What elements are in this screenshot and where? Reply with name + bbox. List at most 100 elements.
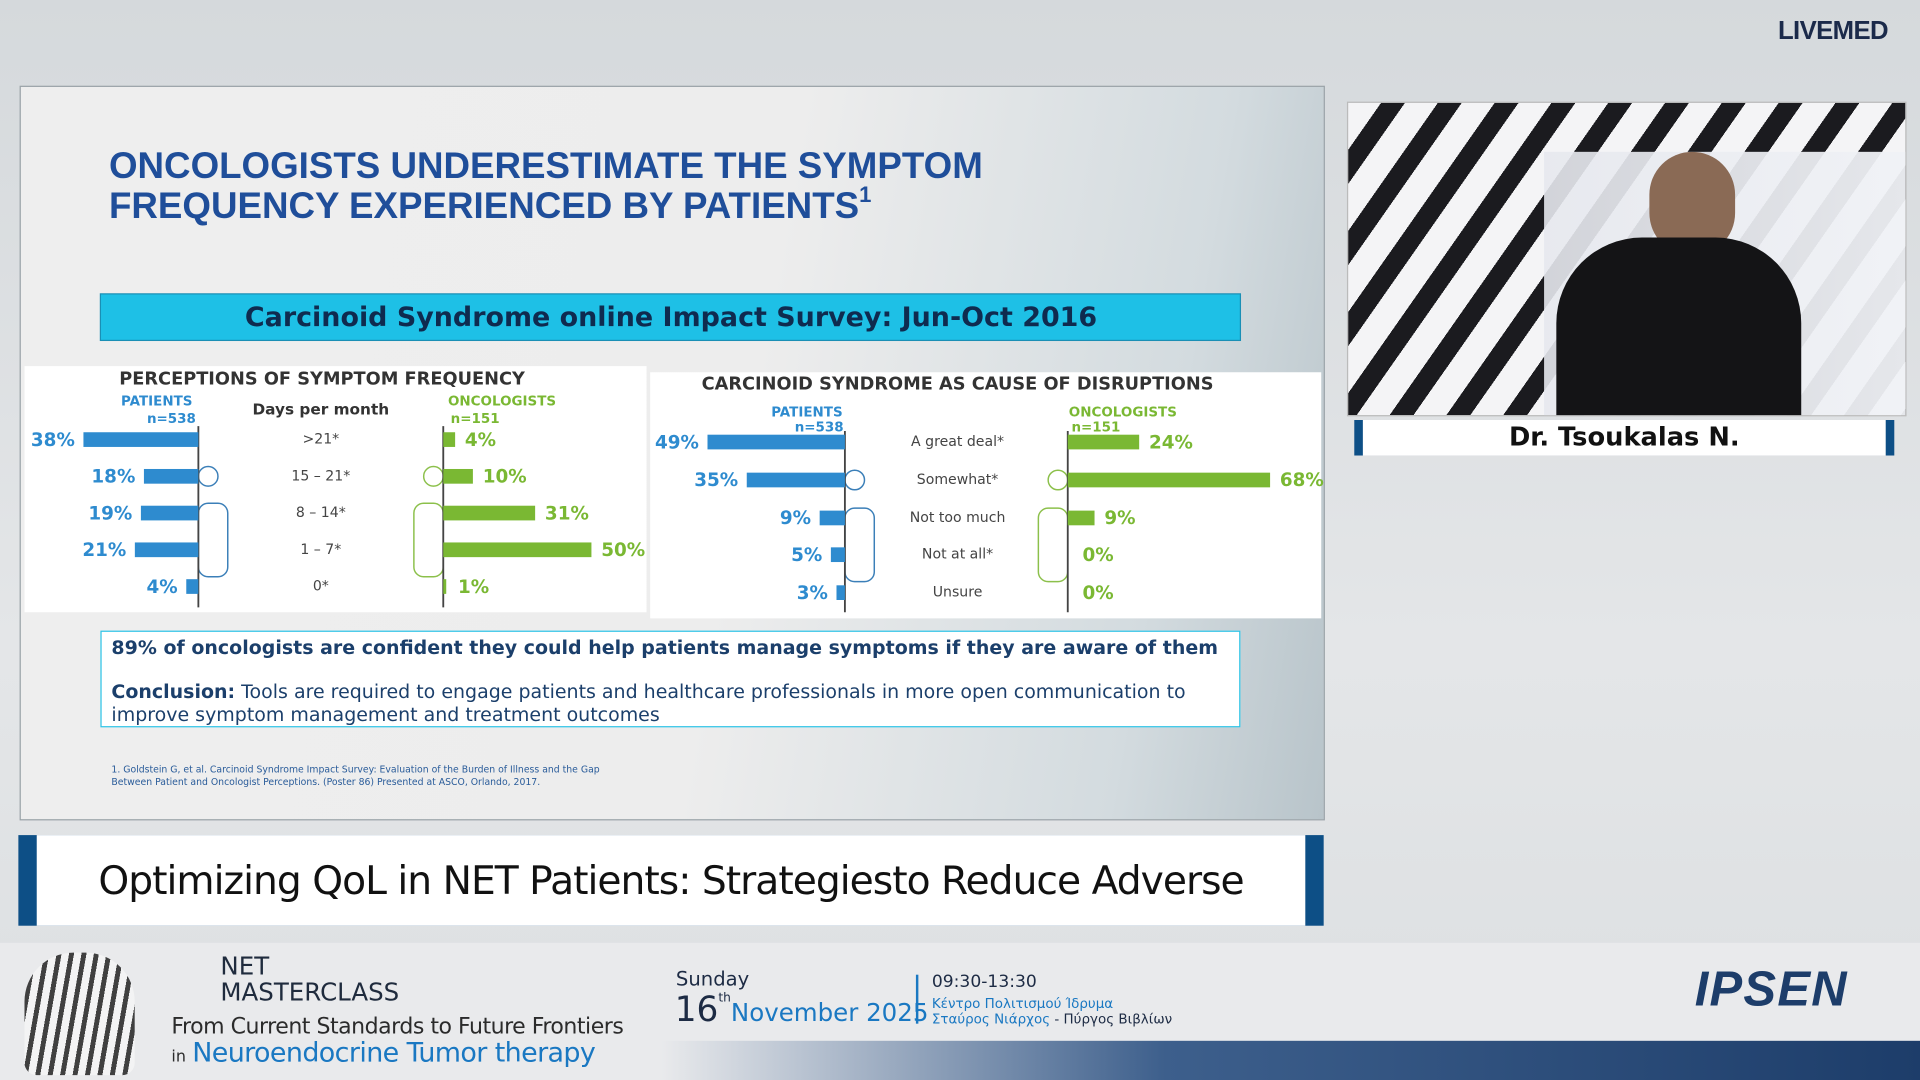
note-highlight: 89% of oncologists are confident they co… <box>111 636 1219 659</box>
bar <box>83 432 199 447</box>
event-subtitle: From Current Standards to Future Frontie… <box>171 1013 624 1040</box>
venue-part: - Πύργος Βιβλίων <box>1050 1011 1173 1028</box>
bar <box>443 579 447 594</box>
group-n: n=538 <box>795 420 844 435</box>
bar <box>819 510 845 526</box>
chart-panel <box>650 372 1322 619</box>
bar <box>443 542 592 558</box>
value-label: 4% <box>465 430 496 451</box>
slide-title: FREQUENCY EXPERIENCED BY PATIENTS1 <box>109 182 871 226</box>
brand-logo: LIVEMED <box>1777 17 1889 46</box>
sponsor-logo: IPSEN <box>1694 962 1848 1017</box>
bar <box>707 434 845 450</box>
value-label: 35% <box>694 470 738 491</box>
group-n: n=151 <box>1071 420 1120 435</box>
chart-title: PERCEPTIONS OF SYMPTOM FREQUENCY <box>119 370 526 390</box>
category-label: 1 – 7* <box>300 542 341 558</box>
category-label: 15 – 21* <box>291 468 350 484</box>
session-bar: Optimizing QoL in NET Patients: Strategi… <box>18 835 1324 994</box>
event-name-line: NET <box>220 951 270 981</box>
bar <box>830 547 845 563</box>
bar <box>746 472 845 488</box>
group-label: PATIENTS <box>771 406 843 421</box>
zebra-graphic <box>24 952 135 1076</box>
footnote-mark: 1 <box>859 182 871 207</box>
value-label: 0% <box>1082 545 1113 566</box>
event-subtitle-2: in Neuroendocrine Tumor therapy <box>171 1038 595 1069</box>
bar <box>443 432 456 447</box>
venue-line: Κέντρο Πολιτισμού Ίδρυμα <box>931 995 1114 1012</box>
conclusion-text: Tools are required to engage patients an… <box>111 680 1186 727</box>
value-label: 49% <box>655 432 699 453</box>
footer: NET MASTERCLASS From Current Standards to… <box>0 942 1920 1080</box>
session-title: Optimizing QoL in NET Patients: Strategi… <box>36 835 1306 994</box>
chart-title: CARCINOID SYNDROME AS CAUSE OF DISRUPTIO… <box>702 374 1214 394</box>
value-label: 18% <box>91 467 135 488</box>
value-label: 50% <box>601 540 645 561</box>
speaker-body <box>1556 237 1802 416</box>
chart-panel <box>24 366 647 613</box>
bar <box>140 505 199 521</box>
conclusion: Conclusion: Tools are required to engage… <box>111 681 1229 728</box>
event-name-line: MASTERCLASS <box>220 977 400 1007</box>
value-label: 68% <box>1280 470 1324 491</box>
category-label: 0* <box>313 579 329 595</box>
value-label: 19% <box>88 503 132 524</box>
event-date: 16thNovember 2025 <box>675 989 929 1029</box>
value-label: 5% <box>791 545 822 566</box>
banner-text: Carcinoid Syndrome online Impact Survey:… <box>245 302 1097 333</box>
event-time: 09:30-13:30 <box>931 972 1037 992</box>
bar <box>186 579 199 594</box>
group-label: PATIENTS <box>121 395 193 410</box>
category-label: A great deal* <box>911 434 1004 450</box>
bar <box>836 585 845 601</box>
bar <box>143 468 199 484</box>
value-label: 38% <box>31 430 75 451</box>
slide-title-text: ONCOLOGISTS UNDERESTIMATE THE SYMPTOM <box>109 144 983 185</box>
reference: 1. Goldstein G, et al. Carcinoid Syndrom… <box>111 764 600 787</box>
value-label: 1% <box>458 577 489 598</box>
category-label: Unsure <box>933 585 983 601</box>
category-label: Not too much <box>910 510 1006 526</box>
speaker-name: Dr. Tsoukalas N. <box>1362 420 1886 456</box>
value-label: 9% <box>780 508 811 529</box>
category-label: 8 – 14* <box>296 505 346 521</box>
bar <box>1067 434 1140 450</box>
slide-title-text: FREQUENCY EXPERIENCED BY PATIENTS <box>109 185 859 226</box>
value-label: 4% <box>147 577 178 598</box>
banner <box>99 293 1242 342</box>
group-n: n=538 <box>147 412 196 427</box>
event-in: in <box>171 1048 186 1067</box>
footer-band <box>661 1040 1920 1080</box>
value-label: 31% <box>545 503 589 524</box>
group-n: n=151 <box>451 412 500 427</box>
event-topic: Neuroendocrine Tumor therapy <box>192 1038 596 1069</box>
bar <box>1067 510 1095 526</box>
bar <box>443 468 473 484</box>
category-label: >21* <box>302 432 339 448</box>
speaker-video <box>1346 101 1907 417</box>
event-day: Sunday <box>675 967 750 991</box>
speaker-bar: Dr. Tsoukalas N. <box>1354 420 1895 456</box>
slide-title: ONCOLOGISTS UNDERESTIMATE THE SYMPTOM <box>109 144 983 185</box>
value-label: 9% <box>1104 508 1135 529</box>
value-label: 24% <box>1149 432 1193 453</box>
date-month: November 2025 <box>730 997 929 1028</box>
column-header: Days per month <box>252 401 389 419</box>
group-label: ONCOLOGISTS <box>1069 406 1177 421</box>
event-name: NET MASTERCLASS <box>220 951 400 1007</box>
value-label: 0% <box>1082 583 1113 604</box>
conclusion-label: Conclusion: <box>111 680 236 703</box>
value-label: 21% <box>82 540 126 561</box>
note-box: 89% of oncologists are confident they co… <box>100 630 1241 728</box>
venue-part: Σταύρος Νιάρχος <box>931 1011 1051 1028</box>
divider <box>915 974 919 1024</box>
category-label: Not at all* <box>922 547 993 563</box>
value-label: 3% <box>797 583 828 604</box>
date-suffix: th <box>718 991 731 1006</box>
category-label: Somewhat* <box>917 472 999 488</box>
date-day: 16 <box>674 989 719 1030</box>
